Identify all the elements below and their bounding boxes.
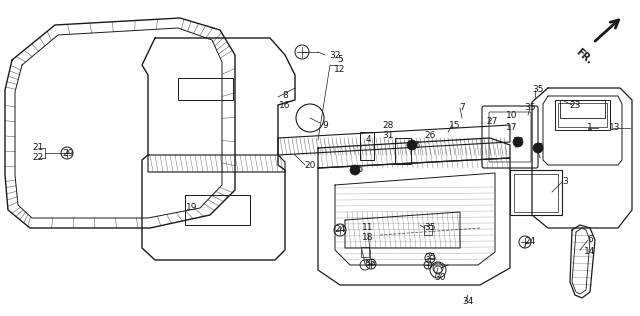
Text: 16: 16 — [279, 100, 291, 110]
Text: 12: 12 — [334, 65, 346, 75]
Text: 35: 35 — [364, 259, 376, 269]
Text: 33: 33 — [512, 137, 524, 147]
Text: 29: 29 — [62, 149, 74, 157]
Text: 35: 35 — [532, 86, 544, 94]
Text: 35: 35 — [424, 223, 436, 233]
Text: 25: 25 — [352, 166, 364, 174]
Bar — [558, 103, 607, 127]
Text: 35: 35 — [424, 253, 436, 263]
Bar — [510, 170, 562, 215]
Circle shape — [350, 165, 360, 175]
Text: 20: 20 — [304, 161, 316, 169]
Circle shape — [513, 137, 523, 147]
Bar — [178, 78, 233, 100]
Bar — [555, 100, 610, 130]
Bar — [424, 225, 432, 235]
Bar — [560, 100, 605, 118]
Circle shape — [407, 140, 417, 150]
Text: 13: 13 — [609, 124, 621, 132]
Text: 23: 23 — [570, 100, 580, 110]
Bar — [361, 247, 369, 257]
Text: 10: 10 — [506, 112, 518, 120]
Bar — [395, 138, 411, 164]
Text: 34: 34 — [462, 297, 474, 307]
Text: 4: 4 — [365, 136, 371, 144]
Text: 5: 5 — [337, 56, 343, 64]
Text: 7: 7 — [459, 104, 465, 112]
Text: 1: 1 — [587, 124, 593, 132]
Text: 22: 22 — [33, 154, 44, 162]
Text: 14: 14 — [584, 247, 596, 257]
Text: 2: 2 — [537, 143, 543, 153]
Text: 11: 11 — [362, 223, 374, 233]
Text: 26: 26 — [410, 141, 420, 149]
Text: 18: 18 — [362, 234, 374, 242]
Circle shape — [533, 143, 543, 153]
Text: 28: 28 — [382, 120, 394, 130]
Text: 35: 35 — [524, 104, 536, 112]
Text: 21: 21 — [32, 143, 44, 153]
Text: 19: 19 — [186, 204, 198, 212]
Text: 24: 24 — [334, 226, 346, 234]
Text: 30: 30 — [435, 274, 445, 283]
Text: 17: 17 — [506, 124, 518, 132]
Text: 15: 15 — [449, 120, 461, 130]
Text: FR.: FR. — [574, 46, 594, 66]
Bar — [514, 174, 558, 212]
Text: 6: 6 — [587, 235, 593, 245]
Text: 3: 3 — [562, 178, 568, 186]
Text: 9: 9 — [322, 120, 328, 130]
Text: 8: 8 — [282, 90, 288, 100]
Text: 32: 32 — [330, 51, 340, 59]
Text: 24: 24 — [524, 238, 536, 246]
Bar — [360, 132, 374, 160]
Text: 31: 31 — [382, 131, 394, 139]
Text: 26: 26 — [424, 131, 436, 139]
Text: 27: 27 — [486, 118, 498, 126]
